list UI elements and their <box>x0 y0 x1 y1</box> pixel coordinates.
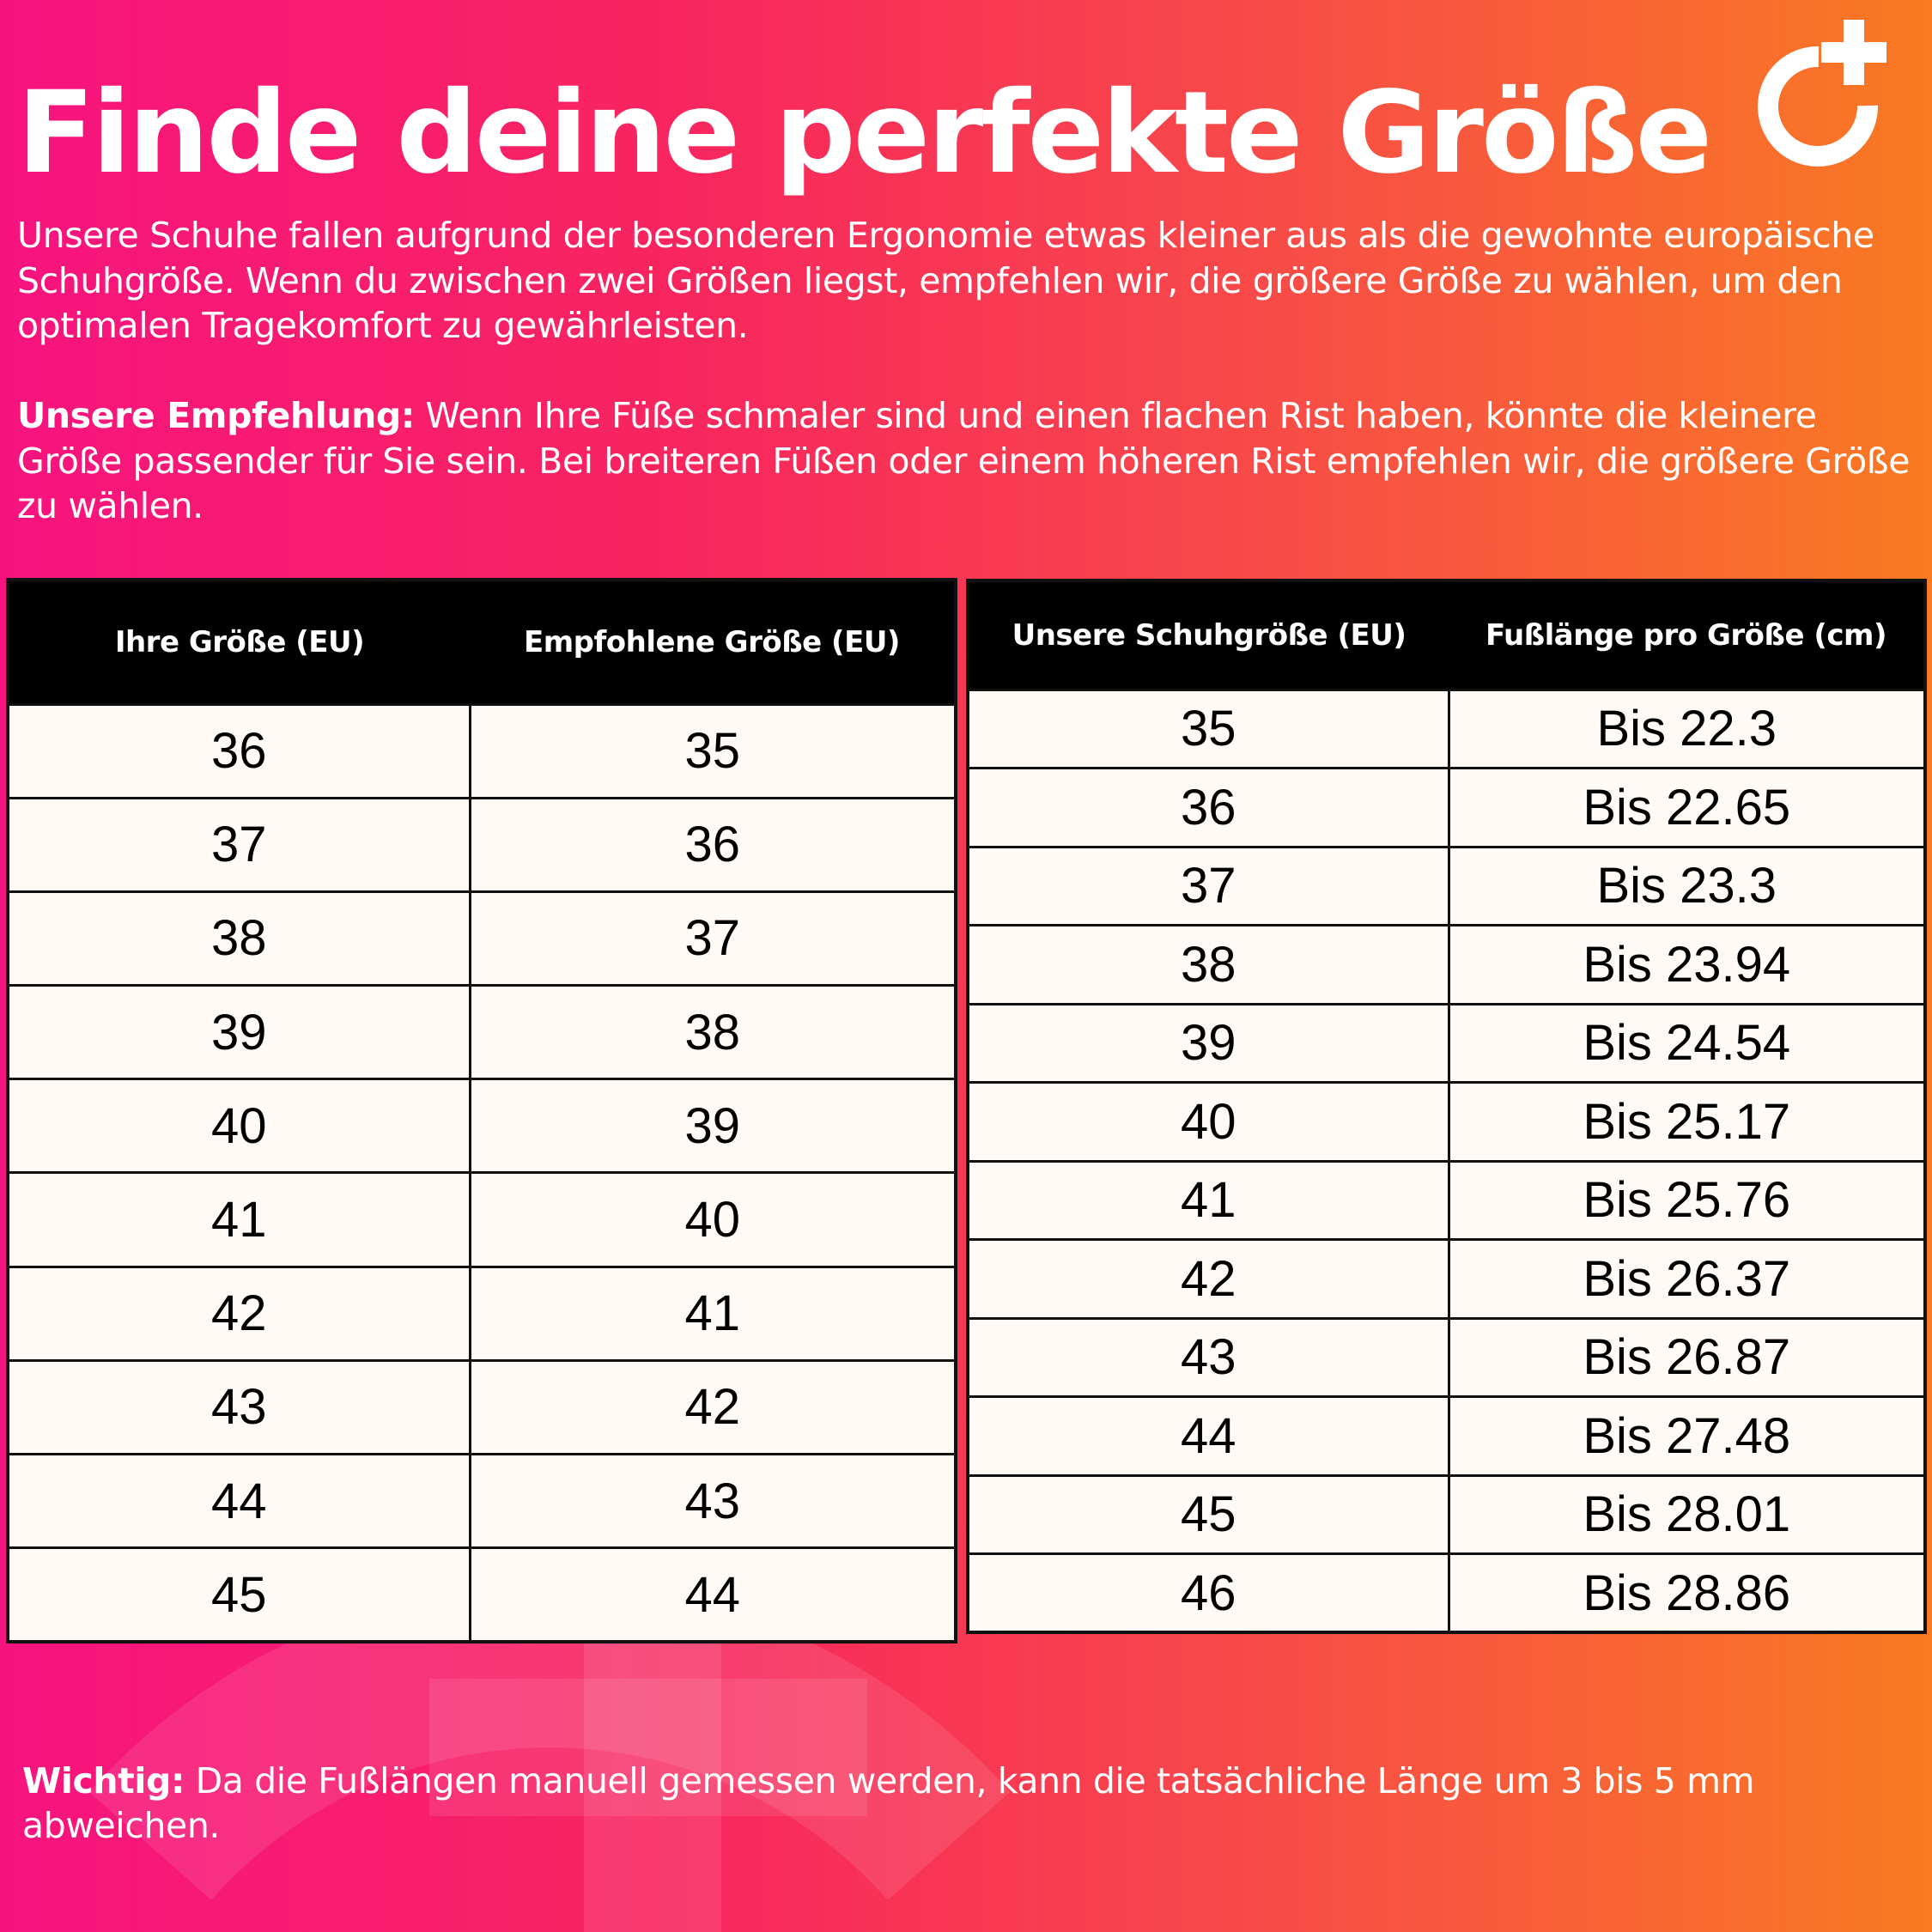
table-row: 39 Bis 24.54 <box>966 1002 1927 1084</box>
circle-plus-logo-icon <box>1758 20 1886 167</box>
table-cell: 39 <box>966 1002 1450 1084</box>
size-conversion-table: Ihre Größe (EU) Empfohlene Größe (EU) 36… <box>6 578 957 1643</box>
table-cell: 35 <box>966 688 1450 769</box>
table-cell: 43 <box>468 1452 957 1550</box>
table-cell: 42 <box>6 1265 471 1362</box>
table-cell: 37 <box>966 845 1450 927</box>
column-header-foot-length: Fußlänge pro Größe (cm) <box>1449 580 1925 690</box>
table-cell: 36 <box>966 767 1450 848</box>
table-cell: 38 <box>966 924 1450 1005</box>
table-cell: 39 <box>6 984 471 1081</box>
table-row: 46 Bis 28.86 <box>966 1552 1927 1634</box>
footer-text: Da die Fußlängen manuell gemessen werden… <box>22 1760 1755 1846</box>
table-row: 45 Bis 28.01 <box>966 1473 1927 1555</box>
table-row: 38 Bis 23.94 <box>966 924 1927 1005</box>
table-row: 43 Bis 26.87 <box>966 1316 1927 1398</box>
table-cell: 41 <box>966 1159 1450 1241</box>
table-cell: 36 <box>468 796 957 893</box>
table-cell: 41 <box>6 1171 471 1268</box>
table-row: 44 43 <box>6 1452 957 1550</box>
table-cell: 38 <box>6 890 471 987</box>
table-cell: Bis 27.48 <box>1447 1395 1927 1477</box>
table-cell: Bis 22.65 <box>1447 767 1927 848</box>
table-row: 42 Bis 26.37 <box>966 1238 1927 1320</box>
table-cell: Bis 25.76 <box>1447 1159 1927 1241</box>
table-cell: 42 <box>966 1238 1450 1320</box>
page-title: Finde deine perfekte Größe <box>17 67 1712 199</box>
table-cell: 43 <box>6 1358 471 1456</box>
table-cell: 36 <box>6 702 471 799</box>
recommendation-paragraph: Unsere Empfehlung: Wenn Ihre Füße schmal… <box>17 393 1923 529</box>
table-cell: 37 <box>468 890 957 987</box>
table-row: 45 44 <box>6 1546 957 1643</box>
table-row: 35 Bis 22.3 <box>966 688 1927 769</box>
footer-label: Wichtig: <box>22 1760 185 1801</box>
column-header-shoe-size: Unsere Schuhgröße (EU) <box>968 580 1449 690</box>
table-cell: 37 <box>6 796 471 893</box>
recommendation-text: Wenn Ihre Füße schmaler sind und einen f… <box>17 395 1911 526</box>
table-cell: 38 <box>468 984 957 1081</box>
table-cell: 44 <box>966 1395 1450 1477</box>
table-cell: 39 <box>468 1078 957 1175</box>
table-row: 41 40 <box>6 1171 957 1268</box>
table-row: 39 38 <box>6 984 957 1081</box>
recommendation-label: Unsere Empfehlung: <box>17 395 415 436</box>
table-cell: Bis 26.37 <box>1447 1238 1927 1320</box>
intro-paragraph: Unsere Schuhe fallen aufgrund der besond… <box>17 215 1874 346</box>
column-header-your-size: Ihre Größe (EU) <box>8 580 470 704</box>
table-row: 41 Bis 25.76 <box>966 1159 1927 1241</box>
table-cell: 42 <box>468 1358 957 1456</box>
table-cell: Bis 23.94 <box>1447 924 1927 1005</box>
table-cell: 40 <box>6 1078 471 1175</box>
column-header-recommended-size: Empfohlene Größe (EU) <box>470 580 956 704</box>
table-cell: Bis 28.86 <box>1447 1552 1927 1634</box>
table-row: 42 41 <box>6 1265 957 1362</box>
table-cell: Bis 22.3 <box>1447 688 1927 769</box>
table-cell: 46 <box>966 1552 1450 1634</box>
table-row: 40 39 <box>6 1078 957 1175</box>
table-cell: Bis 28.01 <box>1447 1473 1927 1555</box>
table-row: 37 36 <box>6 796 957 893</box>
table-row: 40 Bis 25.17 <box>966 1081 1927 1163</box>
table-row: 37 Bis 23.3 <box>966 845 1927 927</box>
table-row: 38 37 <box>6 890 957 987</box>
table-cell: 44 <box>6 1452 471 1550</box>
table-cell: 35 <box>468 702 957 799</box>
footer-note: Wichtig: Da die Fußlängen manuell gemess… <box>22 1759 1911 1848</box>
table-cell: Bis 25.17 <box>1447 1081 1927 1163</box>
table-cell: Bis 24.54 <box>1447 1002 1927 1084</box>
table-cell: Bis 26.87 <box>1447 1316 1927 1398</box>
table-cell: Bis 23.3 <box>1447 845 1927 927</box>
table-row: 36 Bis 22.65 <box>966 767 1927 848</box>
table-cell: 45 <box>966 1473 1450 1555</box>
table-cell: 45 <box>6 1546 471 1643</box>
table-cell: 43 <box>966 1316 1450 1398</box>
table-cell: 44 <box>468 1546 957 1643</box>
table-cell: 40 <box>468 1171 957 1268</box>
table-cell: 40 <box>966 1081 1450 1163</box>
table-row: 44 Bis 27.48 <box>966 1395 1927 1477</box>
table-cell: 41 <box>468 1265 957 1362</box>
foot-length-table: Unsere Schuhgröße (EU) Fußlänge pro Größ… <box>966 579 1927 1634</box>
table-row: 43 42 <box>6 1358 957 1456</box>
table-row: 36 35 <box>6 702 957 799</box>
